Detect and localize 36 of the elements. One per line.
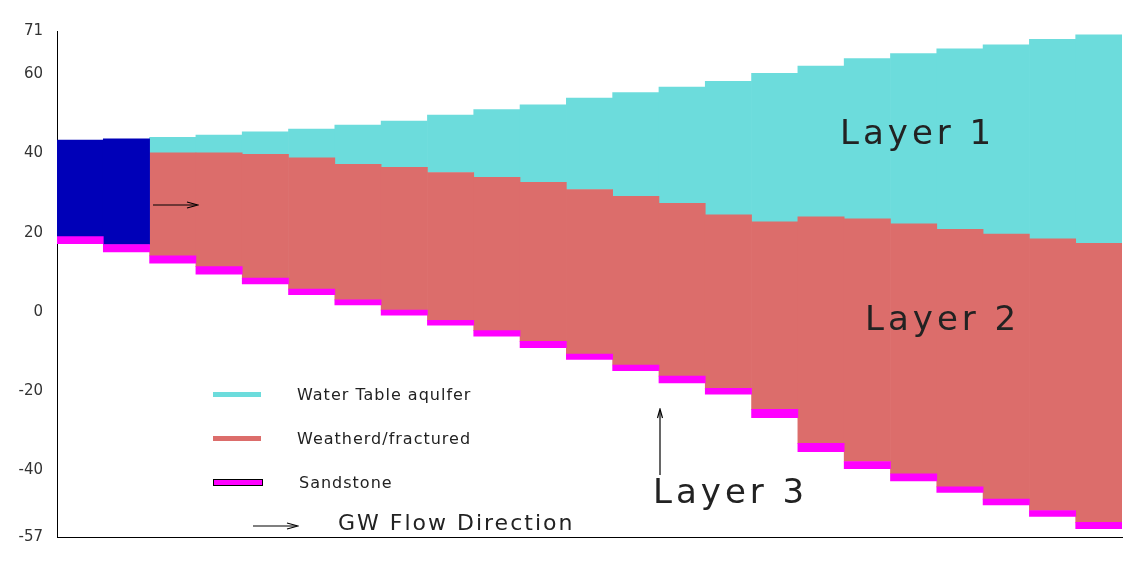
bar xyxy=(195,266,243,275)
bar xyxy=(797,442,845,452)
y-tick-label: -40 xyxy=(18,459,43,478)
legend-label: Weatherd/fractured xyxy=(297,428,472,448)
bar xyxy=(519,340,567,348)
annotation: Layer 3 xyxy=(653,471,809,511)
bar xyxy=(982,498,1030,506)
bar xyxy=(936,486,984,493)
bar xyxy=(149,255,197,264)
bar xyxy=(751,408,799,418)
y-tick-label: 71 xyxy=(23,20,43,39)
bar xyxy=(473,330,521,337)
bar xyxy=(658,375,706,384)
bar xyxy=(241,277,289,285)
annotation: GW Flow Direction xyxy=(338,510,575,535)
bar xyxy=(1075,522,1122,530)
bar xyxy=(1029,510,1077,517)
legend-label: Water Table aqulfer xyxy=(297,384,472,404)
y-tick-label: 60 xyxy=(23,64,43,83)
bar xyxy=(334,299,382,306)
bar xyxy=(288,288,336,295)
y-tick-label: -57 xyxy=(18,526,43,545)
bar xyxy=(427,320,475,326)
bar xyxy=(380,309,428,316)
bar xyxy=(890,473,938,482)
y-tick-label: 20 xyxy=(23,222,43,241)
y-tick-label: 40 xyxy=(23,143,43,162)
legend-label: Sandstone xyxy=(299,472,393,492)
bar xyxy=(566,353,613,360)
y-tick-label: -20 xyxy=(18,380,43,399)
y-tick-label: 0 xyxy=(33,301,43,320)
bar xyxy=(843,461,891,469)
bar xyxy=(704,388,752,395)
annotation: Layer 2 xyxy=(865,298,1021,338)
annotation: Layer 1 xyxy=(840,112,996,152)
bar xyxy=(612,364,660,371)
